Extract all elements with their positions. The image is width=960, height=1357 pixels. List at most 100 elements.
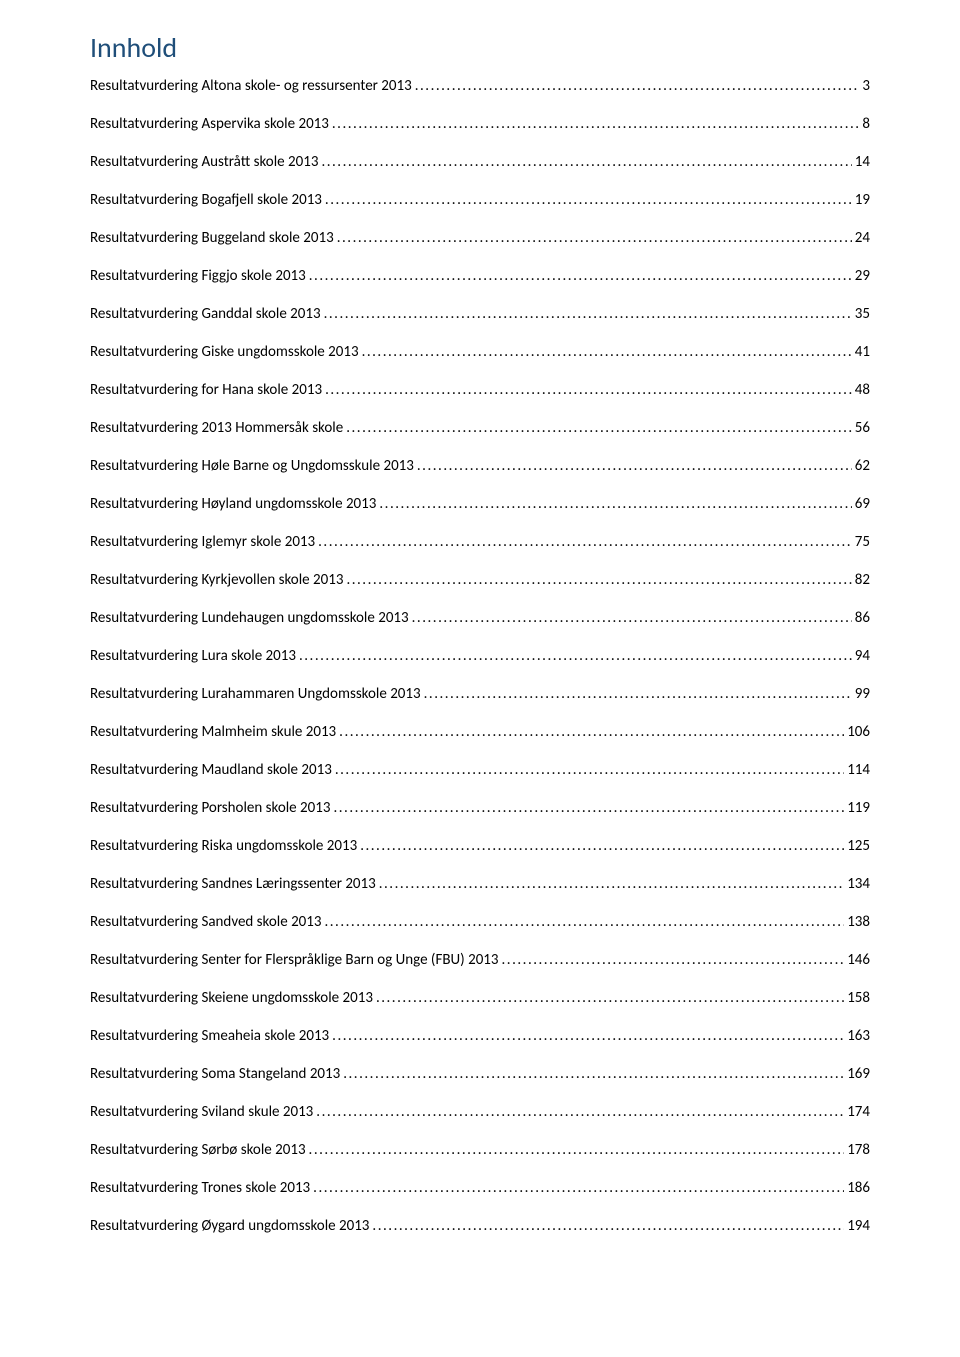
- toc-entry-page: 86: [855, 609, 870, 627]
- toc-entry-label: Resultatvurdering for Hana skole 2013: [90, 381, 322, 399]
- toc-entry[interactable]: Resultatvurdering Kyrkjevollen skole 201…: [90, 571, 870, 589]
- toc-entry[interactable]: Resultatvurdering Senter for Flerspråkli…: [90, 951, 870, 969]
- toc-entry-label: Resultatvurdering Senter for Flerspråkli…: [90, 951, 499, 969]
- toc-leader-dots: [343, 1065, 844, 1083]
- toc-leader-dots: [318, 533, 852, 551]
- toc-entry-page: 146: [847, 951, 870, 969]
- toc-entry-label: Resultatvurdering Lura skole 2013: [90, 647, 296, 665]
- toc-entry-page: 75: [855, 533, 870, 551]
- toc-entry-page: 82: [855, 571, 870, 589]
- toc-entry-label: Resultatvurdering Skeiene ungdomsskole 2…: [90, 989, 373, 1007]
- toc-entry-page: 24: [855, 229, 870, 247]
- toc-entry-page: 186: [847, 1179, 870, 1197]
- toc-entry[interactable]: Resultatvurdering Porsholen skole 2013 1…: [90, 799, 870, 817]
- toc-entry[interactable]: Resultatvurdering Lundehaugen ungdomssko…: [90, 609, 870, 627]
- toc-entry[interactable]: Resultatvurdering Austrått skole 2013 14: [90, 153, 870, 171]
- toc-entry-page: 19: [855, 191, 870, 209]
- toc-entry-page: 174: [847, 1103, 870, 1121]
- toc-leader-dots: [379, 875, 844, 893]
- toc-leader-dots: [412, 609, 852, 627]
- toc-entry[interactable]: Resultatvurdering Buggeland skole 2013 2…: [90, 229, 870, 247]
- toc-leader-dots: [325, 191, 852, 209]
- toc-entry-page: 125: [847, 837, 870, 855]
- toc-leader-dots: [415, 77, 860, 95]
- toc-entry[interactable]: Resultatvurdering Altona skole- og ressu…: [90, 77, 870, 95]
- toc-entry-page: 106: [847, 723, 870, 741]
- toc-entry[interactable]: Resultatvurdering Trones skole 2013 186: [90, 1179, 870, 1197]
- toc-leader-dots: [324, 913, 844, 931]
- toc-entry[interactable]: Resultatvurdering 2013 Hommersåk skole 5…: [90, 419, 870, 437]
- toc-entry[interactable]: Resultatvurdering Malmheim skule 2013 10…: [90, 723, 870, 741]
- toc-entry[interactable]: Resultatvurdering Lurahammaren Ungdomssk…: [90, 685, 870, 703]
- toc-leader-dots: [360, 837, 844, 855]
- toc-entry[interactable]: Resultatvurdering Øygard ungdomsskole 20…: [90, 1217, 870, 1235]
- toc-leader-dots: [332, 115, 860, 133]
- toc-leader-dots: [309, 267, 852, 285]
- toc-entry[interactable]: Resultatvurdering Ganddal skole 2013 35: [90, 305, 870, 323]
- toc-entry-label: Resultatvurdering Austrått skole 2013: [90, 153, 318, 171]
- toc-entry-label: Resultatvurdering Ganddal skole 2013: [90, 305, 321, 323]
- toc-entry[interactable]: Resultatvurdering Giske ungdomsskole 201…: [90, 343, 870, 361]
- toc-entry-label: Resultatvurdering Sandnes Læringssenter …: [90, 875, 376, 893]
- toc-entry[interactable]: Resultatvurdering Smeaheia skole 2013 16…: [90, 1027, 870, 1045]
- toc-leader-dots: [372, 1217, 844, 1235]
- toc-entry-page: 178: [847, 1141, 870, 1159]
- toc-leader-dots: [335, 761, 844, 779]
- toc-entry-label: Resultatvurdering Giske ungdomsskole 201…: [90, 343, 359, 361]
- toc-entry-label: Resultatvurdering Sandved skole 2013: [90, 913, 321, 931]
- toc-entry-page: 8: [862, 115, 870, 133]
- toc-entry[interactable]: Resultatvurdering Maudland skole 2013 11…: [90, 761, 870, 779]
- toc-entry-label: Resultatvurdering Lurahammaren Ungdomssk…: [90, 685, 421, 703]
- toc-entry[interactable]: Resultatvurdering Soma Stangeland 2013 1…: [90, 1065, 870, 1083]
- toc-entry-label: Resultatvurdering Altona skole- og ressu…: [90, 77, 412, 95]
- toc-entry-label: Resultatvurdering Figgjo skole 2013: [90, 267, 306, 285]
- toc-entry-page: 194: [847, 1217, 870, 1235]
- toc-entry[interactable]: Resultatvurdering Riska ungdomsskole 201…: [90, 837, 870, 855]
- toc-entry[interactable]: Resultatvurdering Høyland ungdomsskole 2…: [90, 495, 870, 513]
- toc-entry[interactable]: Resultatvurdering Aspervika skole 2013 8: [90, 115, 870, 133]
- toc-entry-page: 62: [855, 457, 870, 475]
- toc-entry-label: Resultatvurdering Bogafjell skole 2013: [90, 191, 322, 209]
- toc-leader-dots: [321, 153, 851, 171]
- toc-entry-label: Resultatvurdering Sørbø skole 2013: [90, 1141, 306, 1159]
- page-title: Innhold: [90, 30, 870, 65]
- toc-leader-dots: [325, 381, 852, 399]
- toc-entry-label: Resultatvurdering Maudland skole 2013: [90, 761, 332, 779]
- toc-entry[interactable]: Resultatvurdering Sørbø skole 2013 178: [90, 1141, 870, 1159]
- toc-entry[interactable]: Resultatvurdering Skeiene ungdomsskole 2…: [90, 989, 870, 1007]
- toc-entry-page: 119: [847, 799, 870, 817]
- toc-leader-dots: [376, 989, 844, 1007]
- toc-entry[interactable]: Resultatvurdering Sandnes Læringssenter …: [90, 875, 870, 893]
- toc-entry-label: Resultatvurdering Høle Barne og Ungdomss…: [90, 457, 414, 475]
- toc-entry[interactable]: Resultatvurdering Lura skole 2013 94: [90, 647, 870, 665]
- toc-entry[interactable]: Resultatvurdering Figgjo skole 2013 29: [90, 267, 870, 285]
- toc-leader-dots: [313, 1179, 844, 1197]
- toc-entry[interactable]: Resultatvurdering for Hana skole 2013 48: [90, 381, 870, 399]
- toc-entry[interactable]: Resultatvurdering Bogafjell skole 2013 1…: [90, 191, 870, 209]
- toc-leader-dots: [324, 305, 852, 323]
- toc-entry[interactable]: Resultatvurdering Iglemyr skole 2013 75: [90, 533, 870, 551]
- toc-entry[interactable]: Resultatvurdering Sandved skole 2013 138: [90, 913, 870, 931]
- toc-leader-dots: [346, 571, 851, 589]
- toc-leader-dots: [337, 229, 852, 247]
- toc-entry-label: Resultatvurdering Smeaheia skole 2013: [90, 1027, 329, 1045]
- toc-entry-label: Resultatvurdering 2013 Hommersåk skole: [90, 419, 343, 437]
- toc-entry-page: 114: [847, 761, 870, 779]
- toc-entry[interactable]: Resultatvurdering Sviland skule 2013 174: [90, 1103, 870, 1121]
- toc-entry-page: 35: [855, 305, 870, 323]
- toc-leader-dots: [379, 495, 851, 513]
- toc-entry-label: Resultatvurdering Aspervika skole 2013: [90, 115, 329, 133]
- toc-entry[interactable]: Resultatvurdering Høle Barne og Ungdomss…: [90, 457, 870, 475]
- toc-entry-page: 94: [855, 647, 870, 665]
- table-of-contents: Resultatvurdering Altona skole- og ressu…: [90, 77, 870, 1235]
- toc-entry-page: 3: [862, 77, 870, 95]
- toc-entry-label: Resultatvurdering Buggeland skole 2013: [90, 229, 334, 247]
- toc-entry-label: Resultatvurdering Riska ungdomsskole 201…: [90, 837, 357, 855]
- toc-entry-label: Resultatvurdering Trones skole 2013: [90, 1179, 310, 1197]
- toc-entry-page: 163: [847, 1027, 870, 1045]
- toc-entry-label: Resultatvurdering Sviland skule 2013: [90, 1103, 313, 1121]
- toc-leader-dots: [362, 343, 852, 361]
- toc-leader-dots: [309, 1141, 845, 1159]
- toc-leader-dots: [339, 723, 844, 741]
- toc-entry-page: 169: [847, 1065, 870, 1083]
